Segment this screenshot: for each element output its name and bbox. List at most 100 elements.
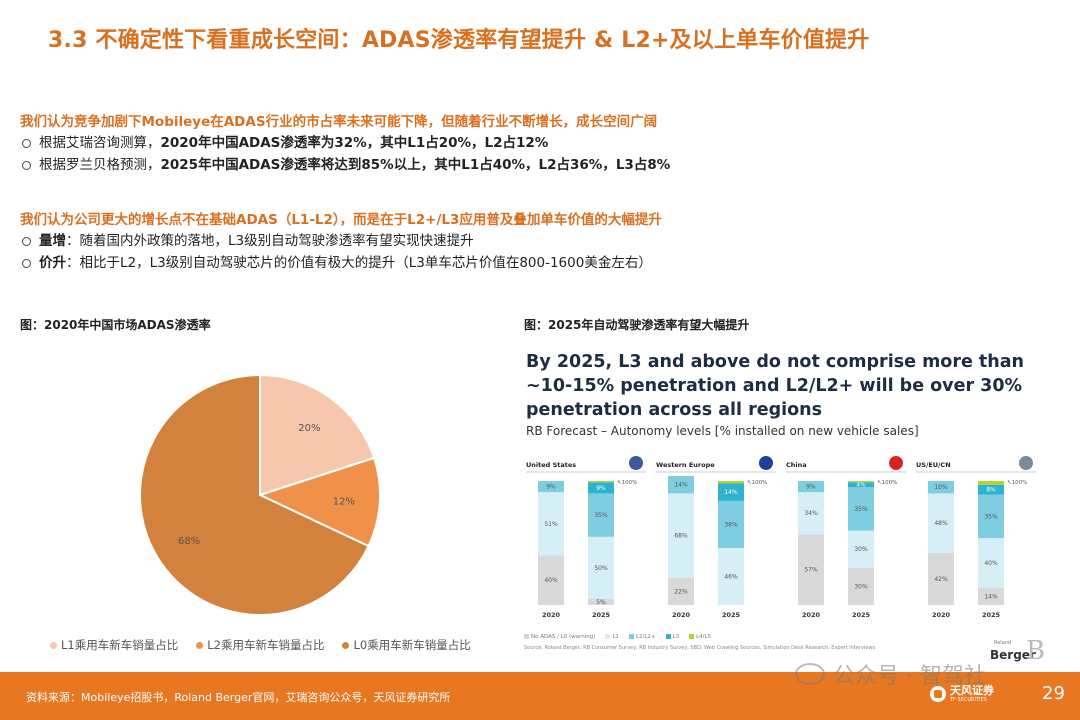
bar-segment-label: 8% [986, 487, 996, 494]
bullet-bold-text: 量增 [39, 233, 66, 249]
legend-swatch [196, 641, 204, 649]
rb-legend-item: L3 [665, 634, 680, 640]
bar-segment [718, 500, 744, 548]
bar-segment [928, 493, 954, 553]
bullet-circle-icon [22, 139, 31, 148]
bar-segment-label: 42% [934, 576, 948, 583]
bar-segment [538, 555, 564, 605]
bar-segment-label: 5% [596, 599, 606, 606]
bar-segment-label: 48% [934, 520, 948, 527]
bar-segment-label: 9% [806, 484, 816, 491]
pie-slice [257, 456, 381, 548]
bar-segment-label: 46% [724, 573, 738, 580]
bar-segment [588, 536, 614, 599]
bar-segment [538, 492, 564, 556]
brand-sub: TF SECURITIES [950, 697, 987, 703]
bar-segment [928, 552, 954, 605]
bar-segment [798, 481, 824, 493]
hundred-percent-marker: ↖100% [617, 480, 637, 486]
legend-label: L2乘用车新车销量占比 [207, 638, 325, 652]
rb-legend-item: L2/L2+ [628, 634, 656, 640]
roland-berger-logo: Roland Berger B [990, 636, 1045, 666]
rb-legend-label: L3 [672, 634, 680, 640]
pie-legend: L1乘用车新车销量占比 L2乘用车新车销量占比 L0乘用车新车销量占比 [50, 637, 471, 653]
year-tick-label: 2020 [542, 611, 561, 619]
pie-slice-label: 68% [178, 536, 200, 547]
pie-chart: 20% 12% 68% L1乘用车新车销量占比 L2乘用车新车销量占比 L0乘用车新… [20, 335, 520, 665]
legend-swatch [50, 641, 57, 649]
region-title: United States [526, 461, 576, 469]
region-title: Western Europe [656, 461, 715, 469]
wechat-icon [795, 663, 825, 685]
bar-segment [718, 547, 744, 605]
section-market-share: 我们认为竞争加剧下Mobileye在ADAS行业的市占率未来可能下降，但随着行业… [20, 110, 1060, 178]
bar-segment [718, 483, 744, 501]
bar-segment [978, 538, 1004, 588]
bar-segment-label: 22% [674, 588, 688, 595]
bar-segment [978, 494, 1004, 539]
bar-segment-label: 51% [544, 521, 558, 528]
bar-segment [668, 476, 694, 494]
bar-segment-label: 30% [854, 583, 868, 590]
section-heading: 我们认为竞争加剧下Mobileye在ADAS行业的市占率未来可能下降，但随着行业… [20, 114, 658, 130]
page-number: 29 [1042, 683, 1065, 704]
bar-segment-label: 14% [984, 593, 998, 600]
pie-slice [259, 373, 376, 497]
legend-label: L0乘用车新车销量占比 [353, 638, 471, 652]
bar-segment [848, 567, 874, 605]
brand-logo: 天风证券 TF SECURITIES [930, 685, 994, 703]
pie-slice-label: 20% [298, 423, 320, 434]
section-growth-driver: 我们认为公司更大的增长点不在基础ADAS（L1-L2），而是在于L2+/L3应用… [20, 208, 1060, 276]
us-flag-icon [629, 456, 643, 470]
wechat-watermark: 公众号 · 智驾社 [795, 658, 986, 690]
bar-segment [978, 484, 1004, 495]
bar-segment-label: 38% [724, 521, 738, 528]
bar-segment-label: 50% [594, 565, 608, 572]
year-tick-label: 2020 [802, 611, 821, 619]
bar-segment [588, 482, 614, 494]
bar-segment-label: 35% [854, 506, 868, 513]
bar-segment-label: 57% [804, 567, 818, 574]
legend-item: L1乘用车新车销量占比 [50, 637, 178, 653]
rb-chart-subtitle: RB Forecast – Autonomy levels [% install… [526, 424, 919, 438]
pie-slice-label: 12% [333, 496, 355, 507]
bar-segment [588, 493, 614, 537]
year-tick-label: 2025 [982, 611, 1001, 619]
globe-flag-icon [1019, 456, 1033, 470]
hundred-percent-marker: ↖100% [1007, 480, 1027, 486]
year-tick-label: 2025 [722, 611, 741, 619]
cn-flag-icon [889, 456, 903, 470]
eu-flag-icon [759, 456, 773, 470]
section-heading: 我们认为公司更大的增长点不在基础ADAS（L1-L2），而是在于L2+/L3应用… [20, 212, 662, 228]
year-tick-label: 2025 [592, 611, 611, 619]
pie-slice [139, 373, 370, 616]
brand-mark-icon [930, 686, 946, 702]
bar-segment-label: 4% [856, 482, 866, 489]
bar-segment-label: 35% [984, 513, 998, 520]
bar-segment [588, 481, 614, 483]
bar-segment-label: 9% [596, 485, 606, 492]
bullet-circle-icon [22, 237, 31, 246]
rb-chart-title: By 2025, L3 and above do not comprise mo… [526, 352, 1025, 420]
bullet-item: 价升 ：相比于L2，L3级别自动驾驶芯片的价值有极大的提升（L3单车芯片价值在8… [20, 254, 1060, 273]
bar-segment-label: 68% [674, 533, 688, 540]
rb-legend-label: L4/L5 [696, 634, 712, 640]
bar-segment [978, 587, 1004, 605]
rb-logo-small: Roland [994, 640, 1012, 646]
bar-segment [798, 492, 824, 535]
bar-segment-label: 40% [544, 577, 558, 584]
rb-legend-item: L4/L5 [689, 634, 711, 640]
rb-logo-b-mark-icon: B [1026, 636, 1046, 666]
bar-segment [848, 530, 874, 568]
bar-segment-label: 35% [594, 512, 608, 519]
legend-swatch [342, 641, 350, 649]
bar-segment [668, 493, 694, 578]
bar-segment [588, 598, 614, 605]
bar-segment [848, 482, 874, 488]
bar-segment-label: 10% [934, 484, 948, 491]
region-title: China [786, 461, 807, 469]
bar-segment-label: 14% [724, 489, 738, 496]
bullet-bold-text: 2020年中国ADAS渗透率为32%，其中L1占20%，L2占12% [160, 135, 549, 151]
brand-name: 天风证券 [950, 684, 994, 697]
bullet-text: ：相比于L2，L3级别自动驾驶芯片的价值有极大的提升（L3单车芯片价值在800-… [66, 255, 652, 271]
